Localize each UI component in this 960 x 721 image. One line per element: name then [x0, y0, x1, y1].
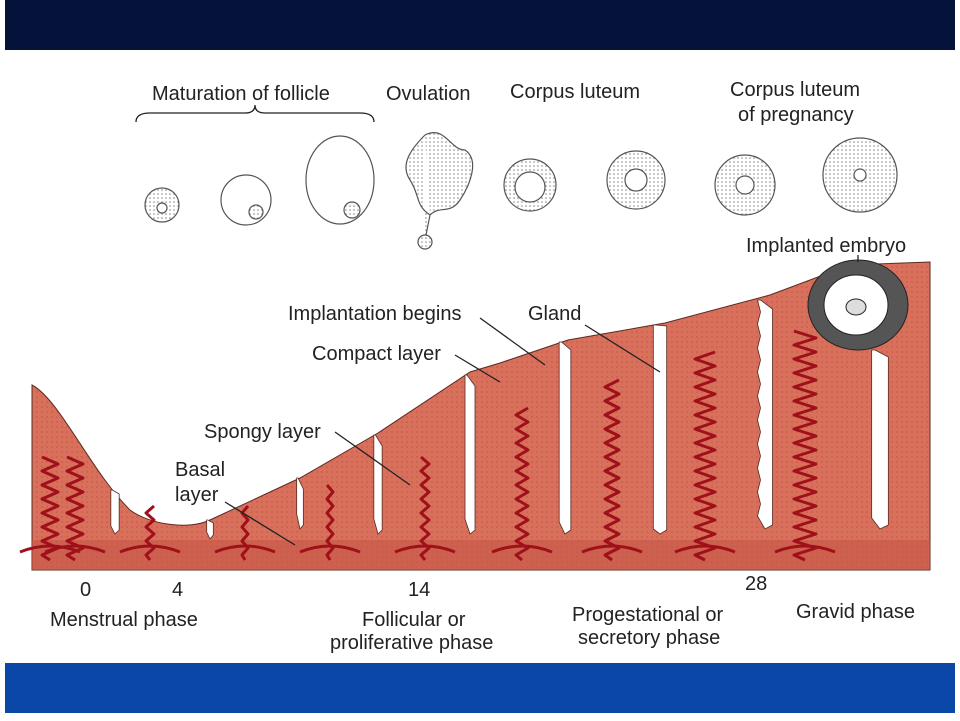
phase-label: Progestational or [572, 604, 724, 626]
artery [603, 378, 621, 562]
day-label: 28 [745, 573, 767, 595]
label: Corpus luteum [730, 79, 860, 101]
day-label: 0 [80, 579, 91, 601]
label: Spongy layer [204, 421, 321, 443]
artery-branch [674, 544, 736, 554]
brace [135, 104, 375, 123]
artery [693, 350, 717, 562]
label: Basal [175, 459, 225, 481]
label: Gland [528, 303, 581, 325]
artery [792, 329, 818, 562]
phase-label: proliferative phase [330, 632, 493, 654]
label: Corpus luteum [510, 81, 640, 103]
label: layer [175, 484, 219, 506]
gland [206, 519, 214, 540]
label: of pregnancy [738, 104, 854, 126]
ovary-stages [144, 132, 898, 250]
artery-branch [119, 544, 181, 554]
artery-branch [774, 544, 836, 554]
artery [240, 505, 250, 561]
phase-label: Follicular or [362, 609, 466, 631]
vessels [19, 329, 836, 562]
top-bar [5, 0, 955, 50]
bottom-bar [5, 663, 955, 713]
leader-lines [224, 255, 859, 546]
artery [144, 504, 156, 561]
phase-label: secretory phase [578, 627, 720, 649]
embryo [807, 259, 909, 351]
gland [871, 349, 889, 530]
basal-band [32, 540, 930, 570]
gland [652, 324, 668, 535]
gland [110, 489, 120, 535]
label: Maturation of follicle [152, 83, 330, 105]
label: Compact layer [312, 343, 441, 365]
label: Implantation begins [288, 303, 461, 325]
artery-branch [299, 544, 361, 554]
day-label: 4 [172, 579, 183, 601]
day-label: 14 [408, 579, 430, 601]
artery [325, 484, 335, 561]
gland [464, 374, 476, 535]
artery-branch [394, 544, 456, 554]
glands [110, 299, 889, 540]
artery-branch [491, 544, 553, 554]
gland [756, 299, 773, 530]
label: Implanted embryo [746, 235, 906, 257]
phase-label: Gravid phase [796, 601, 915, 623]
gland [296, 477, 304, 530]
endometrium [31, 261, 931, 571]
artery-branch [214, 544, 276, 554]
artery-branch [581, 544, 643, 554]
gland [373, 434, 383, 535]
label: Ovulation [386, 83, 471, 105]
artery [514, 406, 530, 562]
phase-label: Menstrual phase [50, 609, 198, 631]
gland [558, 341, 572, 535]
artery-branch [44, 544, 106, 554]
